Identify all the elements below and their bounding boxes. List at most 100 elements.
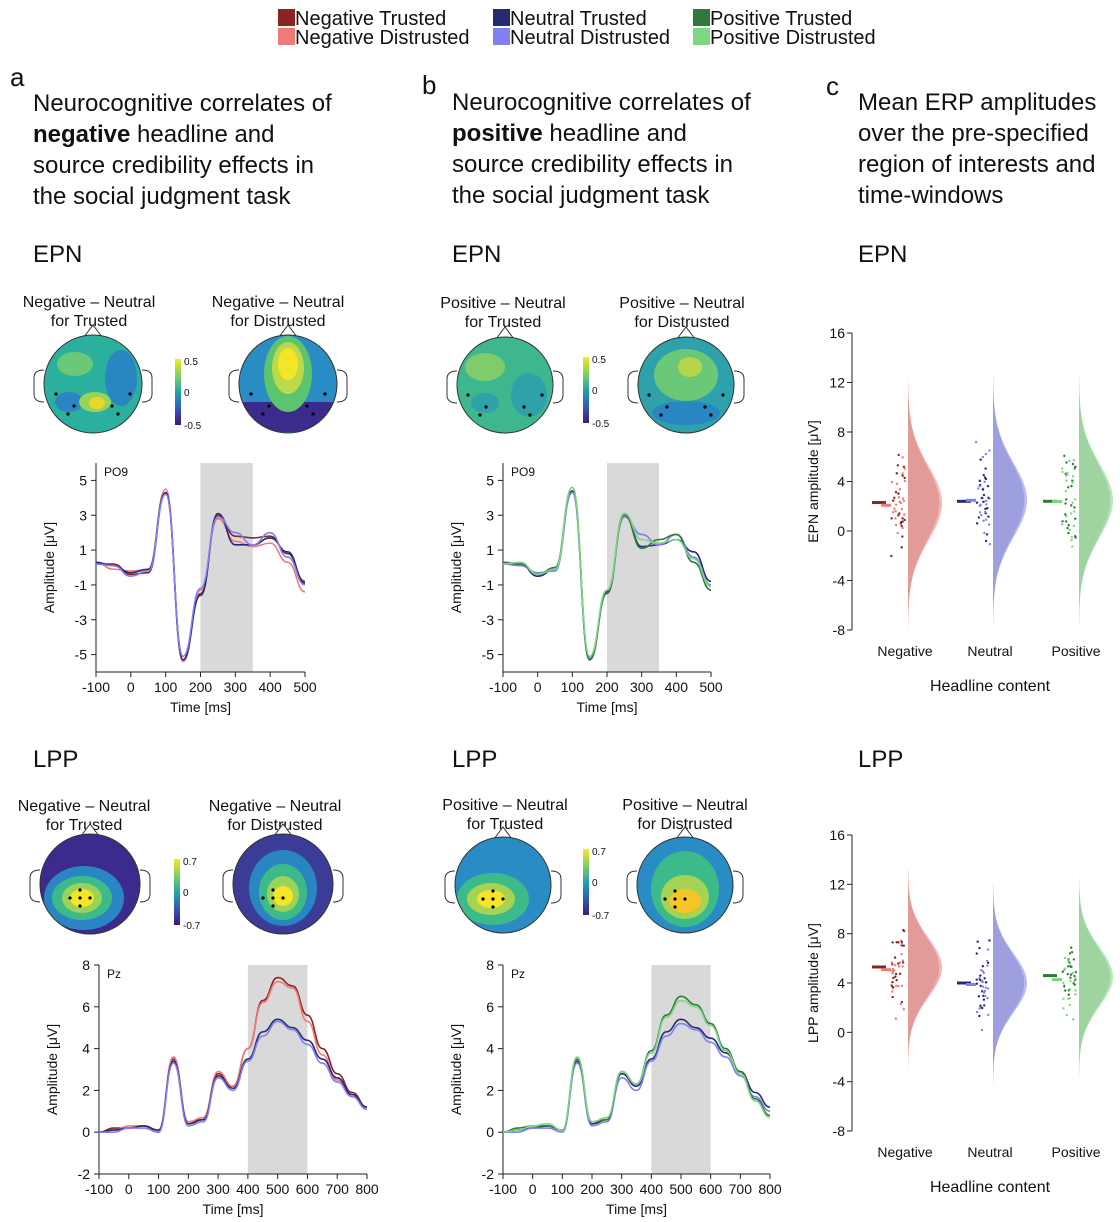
electrode-dot — [673, 905, 677, 909]
participant-dot — [983, 480, 986, 484]
topo-fill — [637, 837, 733, 933]
participant-dot — [1065, 498, 1068, 501]
electrode-dot — [673, 889, 677, 893]
density-cloud — [993, 882, 1025, 1084]
text-run: Neurocognitive correlates of — [33, 90, 332, 117]
participant-dot — [979, 974, 982, 977]
participant-dot — [983, 977, 986, 980]
electrode-dot — [323, 392, 327, 396]
participant-dot — [900, 508, 904, 511]
legend-swatch — [278, 28, 295, 45]
topo-ear — [446, 370, 458, 404]
participant-dot — [975, 501, 979, 504]
participant-dot — [984, 539, 988, 543]
x-tick-label: 700 — [729, 1181, 753, 1197]
density-cloud — [993, 373, 1025, 627]
participant-dot — [1063, 989, 1067, 992]
participant-dot — [985, 533, 989, 536]
participant-dot — [984, 981, 988, 984]
colorbar-max: 0.5 — [184, 357, 198, 368]
topo-nose — [493, 826, 513, 840]
x-tick-label: 300 — [630, 679, 654, 695]
x-tick-label: 600 — [296, 1181, 320, 1197]
participant-dot — [1067, 993, 1071, 996]
legend: Negative Trusted Neutral Trusted Positive … — [278, 8, 876, 49]
participant-dot — [986, 987, 990, 990]
topo-ear — [332, 869, 344, 903]
y-tick-label: 4 — [837, 474, 845, 490]
colorbar-mid: 0 — [184, 388, 190, 399]
legend-label: Negative Distrusted — [295, 27, 470, 49]
panel-letter: b — [422, 70, 436, 100]
panel-title-line: negative headline and — [33, 121, 275, 148]
participant-dot — [894, 1017, 898, 1020]
electrode-dot — [88, 896, 92, 900]
electrode-dot — [281, 896, 285, 900]
participant-dot — [898, 972, 902, 975]
participant-dot — [894, 975, 897, 978]
participant-dot — [1071, 971, 1074, 975]
y-tick-label: -4 — [833, 573, 846, 589]
participant-dot — [901, 517, 904, 520]
erp-chart-lpp-a: -100 0 100 200 300 400 500 600 700 800 8 6 4 2 0 -2 Pz Ti… — [44, 957, 379, 1217]
electrode-dot — [647, 393, 651, 397]
topo-blob — [471, 393, 499, 413]
participant-dot — [1065, 515, 1068, 518]
x-tick-label: 200 — [189, 679, 213, 695]
colorbar-bar — [583, 357, 589, 423]
participant-dot — [1073, 983, 1076, 986]
participant-dot — [979, 458, 982, 461]
participant-dot — [1065, 1014, 1068, 1017]
participant-dot — [981, 965, 985, 968]
participant-dot — [897, 453, 900, 457]
participant-dot — [1061, 970, 1064, 973]
topo-title: Positive – Neutral — [619, 295, 744, 312]
participant-dot — [895, 482, 899, 486]
colorbar-max: 0.7 — [592, 847, 606, 858]
electrode-dot — [659, 413, 663, 417]
x-tick-label: 100 — [147, 1181, 171, 1197]
participant-dot — [1073, 498, 1077, 501]
participant-dot — [1064, 490, 1068, 493]
text-run: Neurocognitive correlates of — [452, 89, 751, 116]
participant-dot — [895, 979, 898, 982]
y-tick-label: -2 — [78, 1166, 91, 1182]
topo-blob — [652, 401, 720, 425]
participant-dot — [891, 985, 895, 989]
legend-item: Negative Trusted — [278, 8, 446, 30]
time-window-shade — [607, 463, 659, 672]
erp-line-negative-trusted — [98, 976, 368, 1134]
participant-dot — [897, 965, 901, 968]
y-axis-label: Amplitude [μV] — [448, 522, 464, 613]
participant-dot — [1072, 980, 1076, 984]
electrode-dot — [501, 897, 505, 901]
x-axis-label: Time [ms] — [170, 699, 231, 715]
colorbar-bar — [174, 859, 180, 925]
participant-dot — [1074, 517, 1077, 520]
y-tick-label: -1 — [75, 577, 88, 593]
participant-dot — [984, 518, 988, 521]
x-tick-label: 400 — [640, 1181, 664, 1197]
topo-outline — [454, 836, 552, 934]
participant-dot — [980, 1028, 984, 1032]
electrode-dot — [466, 393, 470, 397]
legend-swatch — [693, 28, 710, 45]
participant-dot — [891, 970, 895, 974]
section-label-lpp: LPP — [452, 746, 497, 773]
participant-dot — [982, 991, 986, 994]
participant-dot — [975, 952, 978, 955]
participant-dot — [974, 440, 978, 444]
participant-dot — [1064, 474, 1068, 477]
electrode-dot — [54, 392, 58, 396]
colorbar-min: -0.5 — [184, 421, 202, 432]
participant-dot — [1068, 459, 1071, 463]
y-tick-label: 3 — [486, 507, 494, 523]
participant-dot — [891, 980, 894, 984]
x-tick-label: 200 — [595, 679, 619, 695]
density-cloud — [908, 866, 940, 1069]
text-run: negative — [33, 121, 130, 148]
participant-dot — [1061, 467, 1064, 470]
participant-dot — [986, 964, 989, 967]
electrode-dot — [683, 897, 687, 901]
participant-dot — [894, 517, 897, 520]
